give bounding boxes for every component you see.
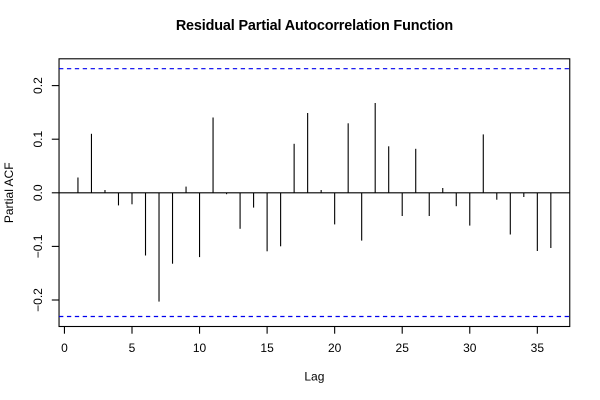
svg-text:0: 0 xyxy=(61,341,68,355)
svg-text:−0.2: −0.2 xyxy=(31,288,45,312)
svg-text:Lag: Lag xyxy=(304,370,324,384)
svg-text:25: 25 xyxy=(396,341,410,355)
svg-text:0.1: 0.1 xyxy=(31,131,45,148)
svg-text:Partial ACF: Partial ACF xyxy=(2,162,16,223)
svg-text:Residual Partial Autocorrelati: Residual Partial Autocorrelation Functio… xyxy=(176,18,453,34)
svg-text:15: 15 xyxy=(260,341,274,355)
svg-text:5: 5 xyxy=(129,341,136,355)
svg-text:0.2: 0.2 xyxy=(31,77,45,94)
svg-text:10: 10 xyxy=(193,341,207,355)
svg-text:−0.1: −0.1 xyxy=(31,234,45,258)
svg-text:35: 35 xyxy=(531,341,545,355)
svg-text:20: 20 xyxy=(328,341,342,355)
svg-text:30: 30 xyxy=(463,341,477,355)
svg-text:0.0: 0.0 xyxy=(31,184,45,201)
